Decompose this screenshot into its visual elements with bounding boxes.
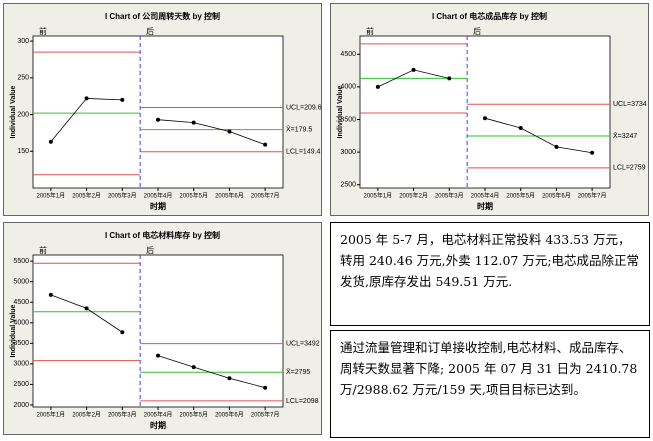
cl-label: X̄=179.5 bbox=[286, 125, 312, 133]
data-point bbox=[84, 306, 89, 311]
x-tick-label: 2005年2月 bbox=[72, 192, 101, 200]
cl-label: X̄=3247 bbox=[613, 132, 637, 140]
x-tick-label: 2005年6月 bbox=[215, 411, 244, 419]
chart-title: I Chart of 电芯成品库存 by 控制 bbox=[432, 11, 547, 21]
y-tick-label: 3500 bbox=[340, 116, 356, 123]
x-tick-label: 2005年4月 bbox=[144, 192, 173, 200]
x-tick-label: 2005年1月 bbox=[37, 192, 66, 200]
x-tick-label: 2005年7月 bbox=[251, 192, 280, 200]
y-tick-label: 300 bbox=[17, 38, 29, 45]
data-point bbox=[518, 125, 523, 130]
data-point bbox=[263, 142, 268, 147]
data-point bbox=[447, 76, 452, 81]
y-tick-label: 4000 bbox=[13, 320, 29, 327]
x-tick-label: 2005年5月 bbox=[179, 192, 208, 200]
plot-area bbox=[359, 35, 611, 189]
data-point bbox=[120, 97, 125, 102]
x-tick-label: 2005年5月 bbox=[179, 411, 208, 419]
series-line bbox=[484, 117, 593, 154]
phase-label: 后 bbox=[146, 26, 154, 36]
data-point bbox=[156, 117, 160, 122]
y-tick-label: 2500 bbox=[13, 381, 29, 388]
y-tick-label: 250 bbox=[17, 75, 29, 82]
y-tick-label: 4000 bbox=[340, 84, 356, 91]
y-tick-label: 2000 bbox=[13, 402, 29, 409]
y-tick-label: 3000 bbox=[340, 149, 356, 156]
x-tick-label: 2005年2月 bbox=[399, 192, 428, 200]
x-axis-label: 时期 bbox=[150, 420, 166, 430]
series-line bbox=[157, 355, 266, 389]
ucl-label: UCL=209.6 bbox=[286, 104, 322, 111]
y-tick-label: 5500 bbox=[13, 258, 29, 265]
x-tick-label: 2005年7月 bbox=[251, 411, 280, 419]
x-tick-label: 2005年1月 bbox=[364, 192, 393, 200]
data-point bbox=[120, 330, 125, 335]
chart-panel: I Chart of 公司周转天数 by 控制 Individual Value 时… bbox=[3, 3, 322, 216]
chart-title: I Chart of 电芯材料库存 by 控制 bbox=[105, 230, 220, 240]
y-tick-label: 3000 bbox=[13, 361, 29, 368]
plot-area bbox=[32, 254, 284, 408]
lcl-label: LCL=2759 bbox=[613, 165, 646, 172]
phase-label: 前 bbox=[366, 26, 374, 36]
chart-panel: I Chart of 电芯成品库存 by 控制 Individual Value 时… bbox=[330, 3, 649, 216]
y-tick-label: 150 bbox=[17, 148, 29, 155]
x-tick-label: 2005年3月 bbox=[435, 192, 464, 200]
x-axis-label: 时期 bbox=[477, 201, 493, 211]
x-tick-label: 2005年7月 bbox=[578, 192, 607, 200]
data-point bbox=[191, 365, 196, 370]
y-tick-label: 3500 bbox=[13, 340, 29, 347]
data-point bbox=[191, 120, 196, 125]
x-tick-label: 2005年1月 bbox=[37, 411, 66, 419]
data-point bbox=[263, 385, 268, 390]
note: 通过流量管理和订单接收控制,电芯材料、成品库存、周转天数显著下降; 2005 年… bbox=[330, 330, 650, 438]
x-tick-label: 2005年3月 bbox=[108, 411, 137, 419]
data-point bbox=[411, 67, 416, 72]
data-point bbox=[48, 292, 53, 297]
y-tick-label: 200 bbox=[17, 111, 29, 118]
y-tick-label: 2500 bbox=[340, 182, 356, 189]
y-axis-label: Individual Value bbox=[10, 85, 17, 138]
data-point bbox=[590, 150, 595, 155]
note: 2005 年 5-7 月，电芯材料正常投料 433.53 万元，转用 240.4… bbox=[330, 222, 650, 326]
y-tick-label: 5000 bbox=[13, 279, 29, 286]
y-axis-label: Individual Value bbox=[337, 85, 344, 138]
data-point bbox=[375, 84, 380, 89]
x-tick-label: 2005年4月 bbox=[144, 411, 173, 419]
ucl-label: UCL=3734 bbox=[613, 101, 647, 108]
x-tick-label: 2005年6月 bbox=[215, 192, 244, 200]
phase-label: 后 bbox=[473, 26, 481, 36]
chart-panel: I Chart of 电芯材料库存 by 控制 Individual Value 时… bbox=[3, 222, 322, 435]
phase-label: 前 bbox=[39, 26, 47, 36]
phase-label: 后 bbox=[146, 245, 154, 255]
y-tick-label: 4500 bbox=[340, 51, 356, 58]
x-tick-label: 2005年3月 bbox=[108, 192, 137, 200]
lcl-label: LCL=149.4 bbox=[286, 149, 321, 156]
y-tick-label: 4500 bbox=[13, 299, 29, 306]
phase-label: 前 bbox=[39, 245, 47, 255]
x-tick-label: 2005年2月 bbox=[72, 411, 101, 419]
x-tick-label: 2005年4月 bbox=[471, 192, 500, 200]
plot-area bbox=[32, 35, 284, 189]
data-point bbox=[227, 376, 232, 381]
data-point bbox=[227, 129, 232, 134]
data-point bbox=[483, 116, 487, 121]
data-point bbox=[156, 353, 160, 358]
x-tick-label: 2005年5月 bbox=[506, 192, 535, 200]
chart-title: I Chart of 公司周转天数 by 控制 bbox=[105, 11, 220, 21]
series-line bbox=[157, 119, 266, 146]
data-point bbox=[554, 144, 559, 149]
cl-label: X̄=2795 bbox=[286, 368, 310, 376]
x-tick-label: 2005年6月 bbox=[542, 192, 571, 200]
data-point bbox=[84, 96, 89, 101]
data-point bbox=[48, 139, 53, 144]
y-axis-label: Individual Value bbox=[10, 304, 17, 357]
lcl-label: LCL=2098 bbox=[286, 398, 319, 405]
ucl-label: UCL=3492 bbox=[286, 340, 320, 347]
x-axis-label: 时期 bbox=[150, 201, 166, 211]
